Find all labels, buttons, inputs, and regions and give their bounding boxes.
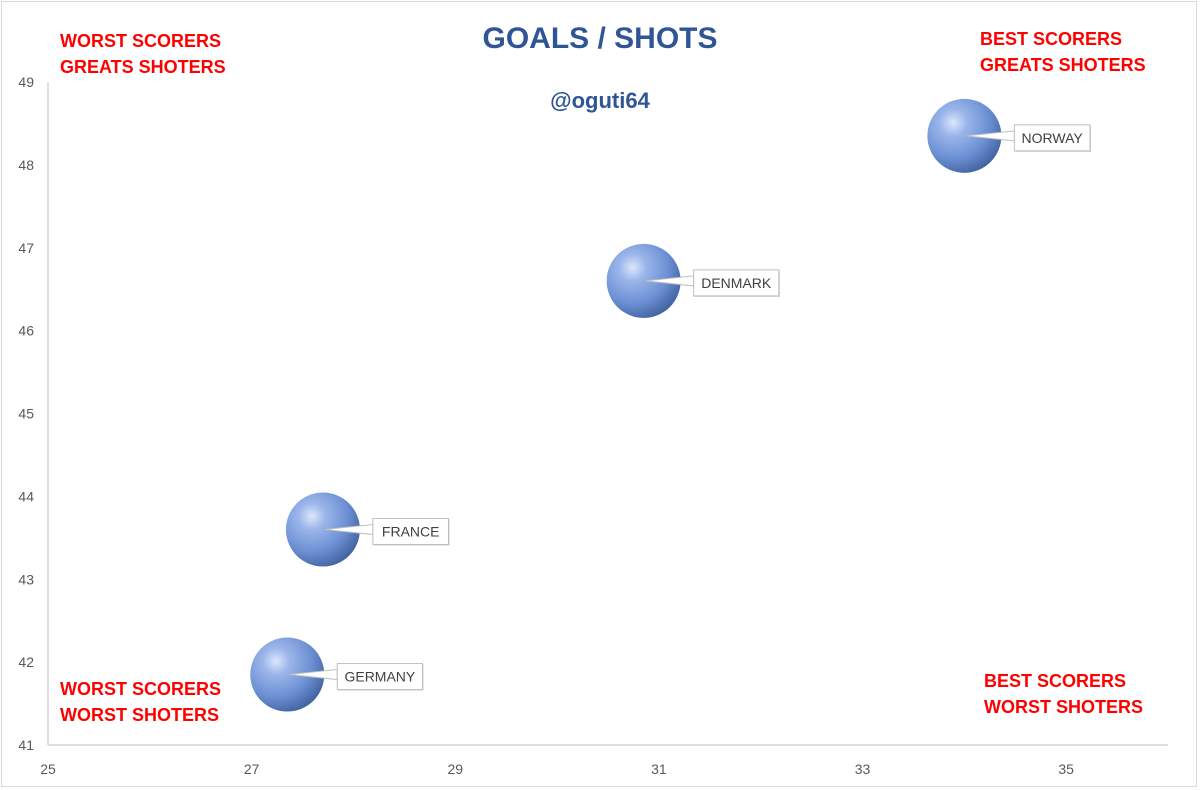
annotation-bottom-left: WORST SCORERS WORST SHOTERS xyxy=(60,676,221,728)
annotation-bottom-right-line-1: BEST SCORERS xyxy=(984,671,1127,691)
annotation-top-left: WORST SCORERS GREATS SHOTERS xyxy=(60,28,226,80)
annotation-top-left-line-2: GREATS SHOTERS xyxy=(60,57,226,77)
y-tick-label: 49 xyxy=(18,74,34,90)
y-tick-label: 46 xyxy=(18,323,34,339)
chart-title: GOALS / SHOTS xyxy=(482,22,718,55)
chart-subtitle: @oguti64 xyxy=(550,88,650,113)
point-label: DENMARK xyxy=(701,275,772,291)
x-tick-label: 33 xyxy=(855,761,871,777)
x-tick-label: 35 xyxy=(1058,761,1074,777)
point-label: FRANCE xyxy=(382,524,440,540)
data-point-denmark[interactable]: DENMARK xyxy=(606,243,780,318)
callout-box xyxy=(372,518,450,546)
y-tick-label: 41 xyxy=(18,737,34,753)
annotation-top-right-line-1: BEST SCORERS xyxy=(980,29,1123,49)
bubble-marker[interactable] xyxy=(927,98,1002,173)
callout-box xyxy=(1013,124,1091,152)
annotation-bottom-left-line-2: WORST SHOTERS xyxy=(60,705,220,725)
y-tick-label: 42 xyxy=(18,654,34,670)
x-tick-label: 29 xyxy=(447,761,463,777)
annotation-top-left-line-1: WORST SCORERS xyxy=(60,31,222,51)
point-label: GERMANY xyxy=(344,669,415,685)
data-point-norway[interactable]: NORWAY xyxy=(927,98,1091,173)
y-tick-label: 48 xyxy=(18,157,34,173)
annotation-bottom-right: BEST SCORERS WORST SHOTERS xyxy=(984,668,1143,720)
callout-box xyxy=(336,663,423,691)
annotation-top-right-line-2: GREATS SHOTERS xyxy=(980,55,1146,75)
annotation-top-right: BEST SCORERS GREATS SHOTERS xyxy=(980,26,1146,78)
x-tick-label: 27 xyxy=(244,761,260,777)
annotation-bottom-left-line-1: WORST SCORERS xyxy=(60,679,222,699)
bubble-marker[interactable] xyxy=(606,243,681,318)
callout-box xyxy=(693,269,780,297)
y-tick-label: 44 xyxy=(18,488,34,504)
annotation-bottom-right-line-2: WORST SHOTERS xyxy=(984,697,1144,717)
bubble-marker[interactable] xyxy=(250,637,325,712)
y-tick-label: 43 xyxy=(18,571,34,587)
data-point-france[interactable]: FRANCE xyxy=(285,492,450,567)
x-tick-label: 25 xyxy=(40,761,56,777)
bubble-marker[interactable] xyxy=(285,492,360,567)
data-point-germany[interactable]: GERMANY xyxy=(250,637,424,712)
y-tick-label: 47 xyxy=(18,240,34,256)
y-tick-label: 45 xyxy=(18,406,34,422)
point-label: NORWAY xyxy=(1022,130,1084,146)
x-tick-label: 31 xyxy=(651,761,667,777)
